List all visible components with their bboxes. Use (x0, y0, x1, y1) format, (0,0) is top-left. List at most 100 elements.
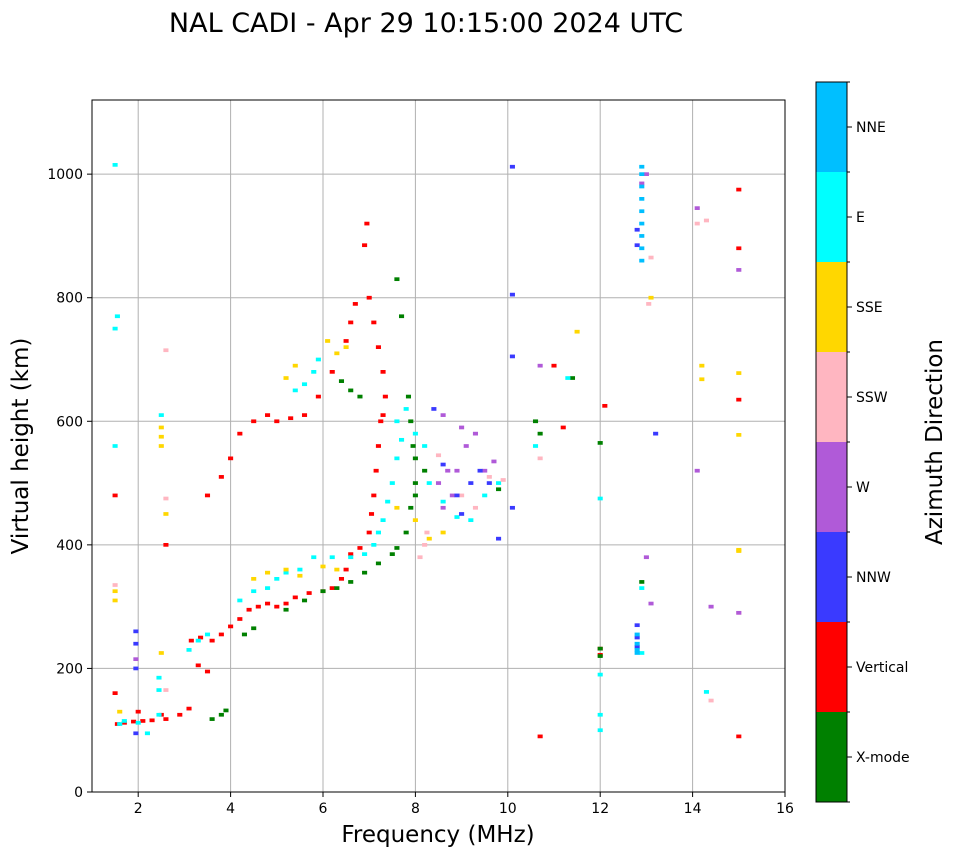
data-point (334, 351, 340, 356)
data-point (394, 456, 400, 461)
data-point (639, 181, 645, 186)
data-point (320, 589, 326, 594)
data-point (274, 576, 280, 581)
y-tick-label: 800 (56, 291, 83, 307)
data-point (338, 379, 345, 383)
colorbar-segment (816, 352, 847, 442)
data-point (223, 708, 229, 713)
data-point (378, 419, 384, 424)
data-point (228, 624, 234, 629)
data-point (288, 416, 294, 421)
data-point (133, 641, 139, 646)
data-point (736, 547, 742, 552)
data-point (648, 601, 654, 606)
data-point (246, 607, 252, 612)
data-point (435, 481, 442, 485)
data-point (537, 431, 543, 436)
data-point (736, 246, 742, 251)
data-point (646, 302, 652, 306)
data-point (133, 731, 139, 736)
plot-background (92, 100, 785, 792)
data-point (357, 394, 363, 399)
data-point (472, 505, 479, 510)
data-point (736, 371, 742, 375)
data-point (509, 292, 515, 297)
colorbar-label: Azimuth Direction (922, 339, 948, 545)
data-point (117, 722, 123, 726)
data-point (135, 720, 141, 725)
y-tick-label: 200 (56, 661, 83, 677)
data-point (209, 638, 215, 643)
series-sse (112, 295, 742, 714)
data-point (560, 425, 566, 430)
x-tick-label: 6 (319, 801, 328, 817)
data-point (496, 536, 502, 541)
data-point (703, 218, 710, 223)
data-point (195, 663, 201, 668)
data-point (283, 601, 289, 606)
data-point (537, 363, 543, 368)
data-point (537, 456, 543, 461)
x-axis-label: Frequency (MHz) (341, 822, 534, 848)
x-tick-label: 10 (499, 801, 517, 817)
data-point (112, 163, 118, 167)
data-point (537, 734, 543, 739)
data-point (412, 481, 418, 485)
data-point (509, 505, 515, 510)
data-point (643, 555, 649, 560)
data-point (320, 564, 326, 569)
data-point (334, 567, 340, 572)
data-point (348, 555, 354, 560)
data-point (408, 505, 414, 510)
y-axis-label: Virtual height (km) (8, 338, 34, 555)
y-tick-label: 400 (56, 538, 83, 554)
data-point (380, 518, 386, 522)
data-point (412, 431, 418, 436)
data-point (639, 234, 645, 238)
data-point (417, 555, 423, 560)
data-point (639, 184, 645, 189)
y-tick-label: 1000 (47, 167, 83, 183)
data-point (394, 419, 400, 424)
data-point (459, 493, 465, 498)
x-tick-label: 2 (134, 801, 143, 817)
data-point (408, 419, 414, 424)
data-point (133, 657, 139, 662)
data-point (385, 499, 391, 504)
data-point (426, 481, 432, 485)
data-point (265, 413, 271, 417)
x-tick-label: 4 (226, 801, 235, 817)
data-point (251, 576, 257, 581)
data-point (435, 453, 442, 458)
data-point (634, 641, 640, 646)
data-point (112, 493, 118, 498)
data-point (389, 552, 395, 556)
data-point (265, 570, 271, 575)
colorbar-segment (816, 442, 847, 532)
data-point (565, 376, 571, 380)
data-point (454, 493, 460, 498)
data-point (274, 604, 280, 609)
data-point (394, 546, 400, 550)
chart-title: NAL CADI - Apr 29 10:15:00 2024 UTC (169, 8, 683, 39)
data-point (509, 164, 515, 169)
colorbar: X-mode Vertical NNW W SSW SSE E NNE (815, 81, 910, 803)
data-point (375, 530, 381, 535)
colorbar-tick-label: NNE (856, 120, 886, 136)
data-point (329, 586, 335, 590)
data-point (569, 376, 576, 380)
data-point (639, 586, 645, 590)
data-point (237, 617, 243, 621)
data-point (486, 475, 492, 479)
data-point (348, 388, 354, 393)
data-point (156, 675, 162, 680)
colorbar-tick-label: SSE (856, 300, 883, 316)
data-point (218, 712, 224, 717)
data-point (431, 407, 437, 411)
data-point (597, 441, 603, 445)
data-point (329, 370, 335, 374)
data-point (454, 515, 460, 519)
data-point (597, 496, 603, 501)
data-point (117, 709, 123, 714)
data-point (394, 505, 400, 510)
